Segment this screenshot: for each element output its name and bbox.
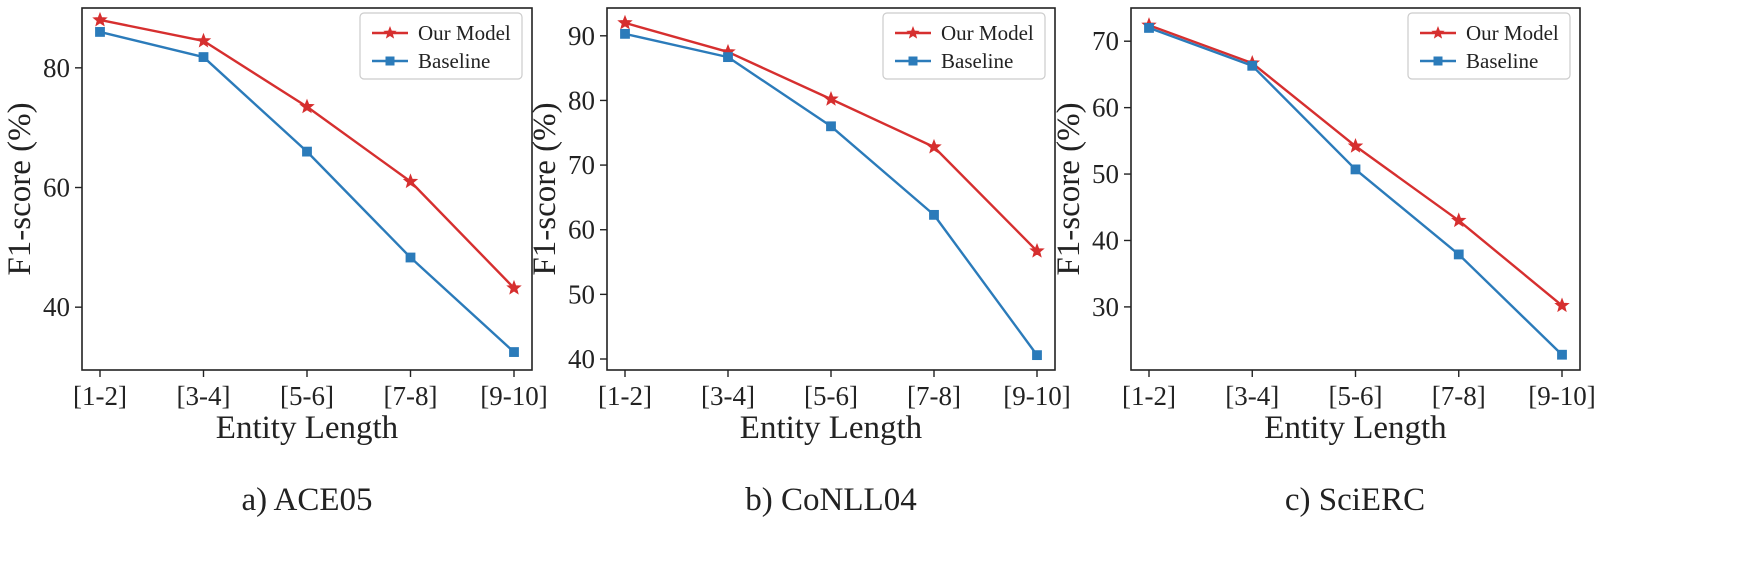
y-tick-label: 80	[568, 85, 595, 115]
chart-panel-3: 30 40 50 60 70 [1-2] [3-4] [5-6] [7-8] [9-10] Enti…	[1051, 7, 1596, 518]
data-point-our-model	[1451, 212, 1467, 228]
legend-box	[359, 12, 523, 80]
data-point-our-model	[1029, 242, 1045, 258]
data-point-baseline	[1453, 249, 1464, 260]
y-tick-label: 40	[43, 292, 70, 322]
panel-caption: a) ACE05	[241, 482, 372, 518]
legend-marker-star	[1431, 26, 1445, 39]
x-axis-title: Entity Length	[740, 410, 923, 446]
x-axis-title: Entity Length	[216, 410, 399, 446]
legend-label: Our Model	[941, 21, 1034, 45]
x-axis-title: Entity Length	[1264, 410, 1447, 446]
series-line-baseline	[99, 30, 515, 353]
legend-box	[1407, 12, 1571, 80]
data-point-our-model	[1347, 138, 1364, 153]
x-tick-label: [7-8]	[384, 381, 438, 411]
y-tick-label: 90	[568, 21, 595, 51]
y-axis-title: F1-score (%)	[1051, 102, 1087, 275]
legend-marker-star	[906, 26, 920, 39]
y-tick-label: 50	[568, 279, 595, 309]
x-tick-label: [1-2]	[598, 381, 652, 411]
data-point-our-model	[823, 91, 839, 106]
y-tick-label: 40	[568, 344, 595, 374]
data-point-baseline	[620, 28, 630, 39]
data-point-baseline	[302, 146, 312, 157]
x-tick-label: [9-10]	[1003, 381, 1070, 411]
data-point-baseline	[1247, 60, 1258, 71]
y-tick-label: 50	[1092, 159, 1119, 189]
data-point-our-model	[506, 279, 522, 295]
data-point-baseline	[405, 252, 416, 263]
data-point-baseline	[1032, 350, 1042, 361]
y-tick-label: 30	[1092, 292, 1119, 322]
data-point-our-model	[617, 14, 633, 30]
x-tick-label: [3-4]	[701, 381, 755, 411]
data-point-baseline	[723, 52, 733, 63]
x-tick-label: [7-8]	[907, 381, 961, 411]
data-point-baseline	[929, 209, 939, 220]
legend: Our Model Baseline	[359, 12, 523, 80]
x-tick-label: [1-2]	[73, 381, 127, 411]
legend-label: Baseline	[1466, 49, 1538, 73]
panel-caption: b) CoNLL04	[745, 482, 916, 518]
legend-label: Baseline	[418, 49, 490, 73]
panel-caption: c) SciERC	[1285, 482, 1425, 518]
x-tick-label: [3-4]	[1225, 381, 1279, 411]
data-point-our-model	[1554, 297, 1570, 313]
data-point-our-model	[195, 32, 212, 48]
data-point-baseline	[198, 52, 209, 62]
legend-marker-square	[908, 56, 918, 66]
x-tick-label: [3-4]	[177, 381, 231, 411]
data-point-baseline	[1350, 164, 1361, 175]
x-tick-label: [9-10]	[1528, 381, 1595, 411]
data-point-baseline	[1557, 349, 1567, 360]
y-axis-title: F1-score (%)	[527, 102, 563, 275]
y-axis-title: F1-score (%)	[2, 102, 38, 275]
data-point-our-model	[92, 11, 108, 27]
y-tick-label: 60	[43, 173, 70, 203]
data-point-our-model	[402, 173, 419, 189]
y-tick-label: 70	[568, 150, 595, 180]
data-point-baseline	[509, 347, 519, 357]
series-line-baseline	[624, 32, 1038, 356]
legend-marker-square	[1433, 56, 1443, 66]
legend-marker-square	[385, 56, 395, 66]
y-tick-label: 60	[568, 215, 595, 245]
legend: Our Model Baseline	[1407, 12, 1571, 80]
legend-box	[882, 12, 1046, 80]
x-tick-label: [5-6]	[1329, 381, 1383, 411]
y-tick-label: 40	[1092, 225, 1119, 255]
legend: Our Model Baseline	[882, 12, 1046, 80]
data-point-baseline	[1144, 23, 1154, 33]
chart-panel-2: 40 50 60 70 80 90 [1-2] [3-4] [5-6] [7-8] [9-10] En…	[527, 7, 1071, 518]
chart-panel-1: 40 60 80 [1-2] [3-4] [5-6] [7-8] [9-10] Entity L…	[2, 7, 548, 518]
y-tick-label: 70	[1092, 26, 1119, 56]
data-point-our-model	[299, 98, 315, 114]
data-point-our-model	[926, 138, 942, 154]
legend-label: Our Model	[1466, 21, 1559, 45]
x-tick-label: [5-6]	[280, 381, 334, 411]
x-tick-label: [5-6]	[804, 381, 858, 411]
x-tick-label: [1-2]	[1122, 381, 1176, 411]
x-tick-label: [9-10]	[480, 381, 547, 411]
data-point-baseline	[95, 27, 105, 37]
legend-marker-star	[383, 26, 397, 39]
y-tick-label: 80	[43, 53, 70, 83]
legend-label: Our Model	[418, 21, 511, 45]
y-tick-label: 60	[1092, 93, 1119, 123]
legend-label: Baseline	[941, 49, 1013, 73]
data-point-baseline	[826, 121, 836, 132]
x-tick-label: [7-8]	[1432, 381, 1486, 411]
